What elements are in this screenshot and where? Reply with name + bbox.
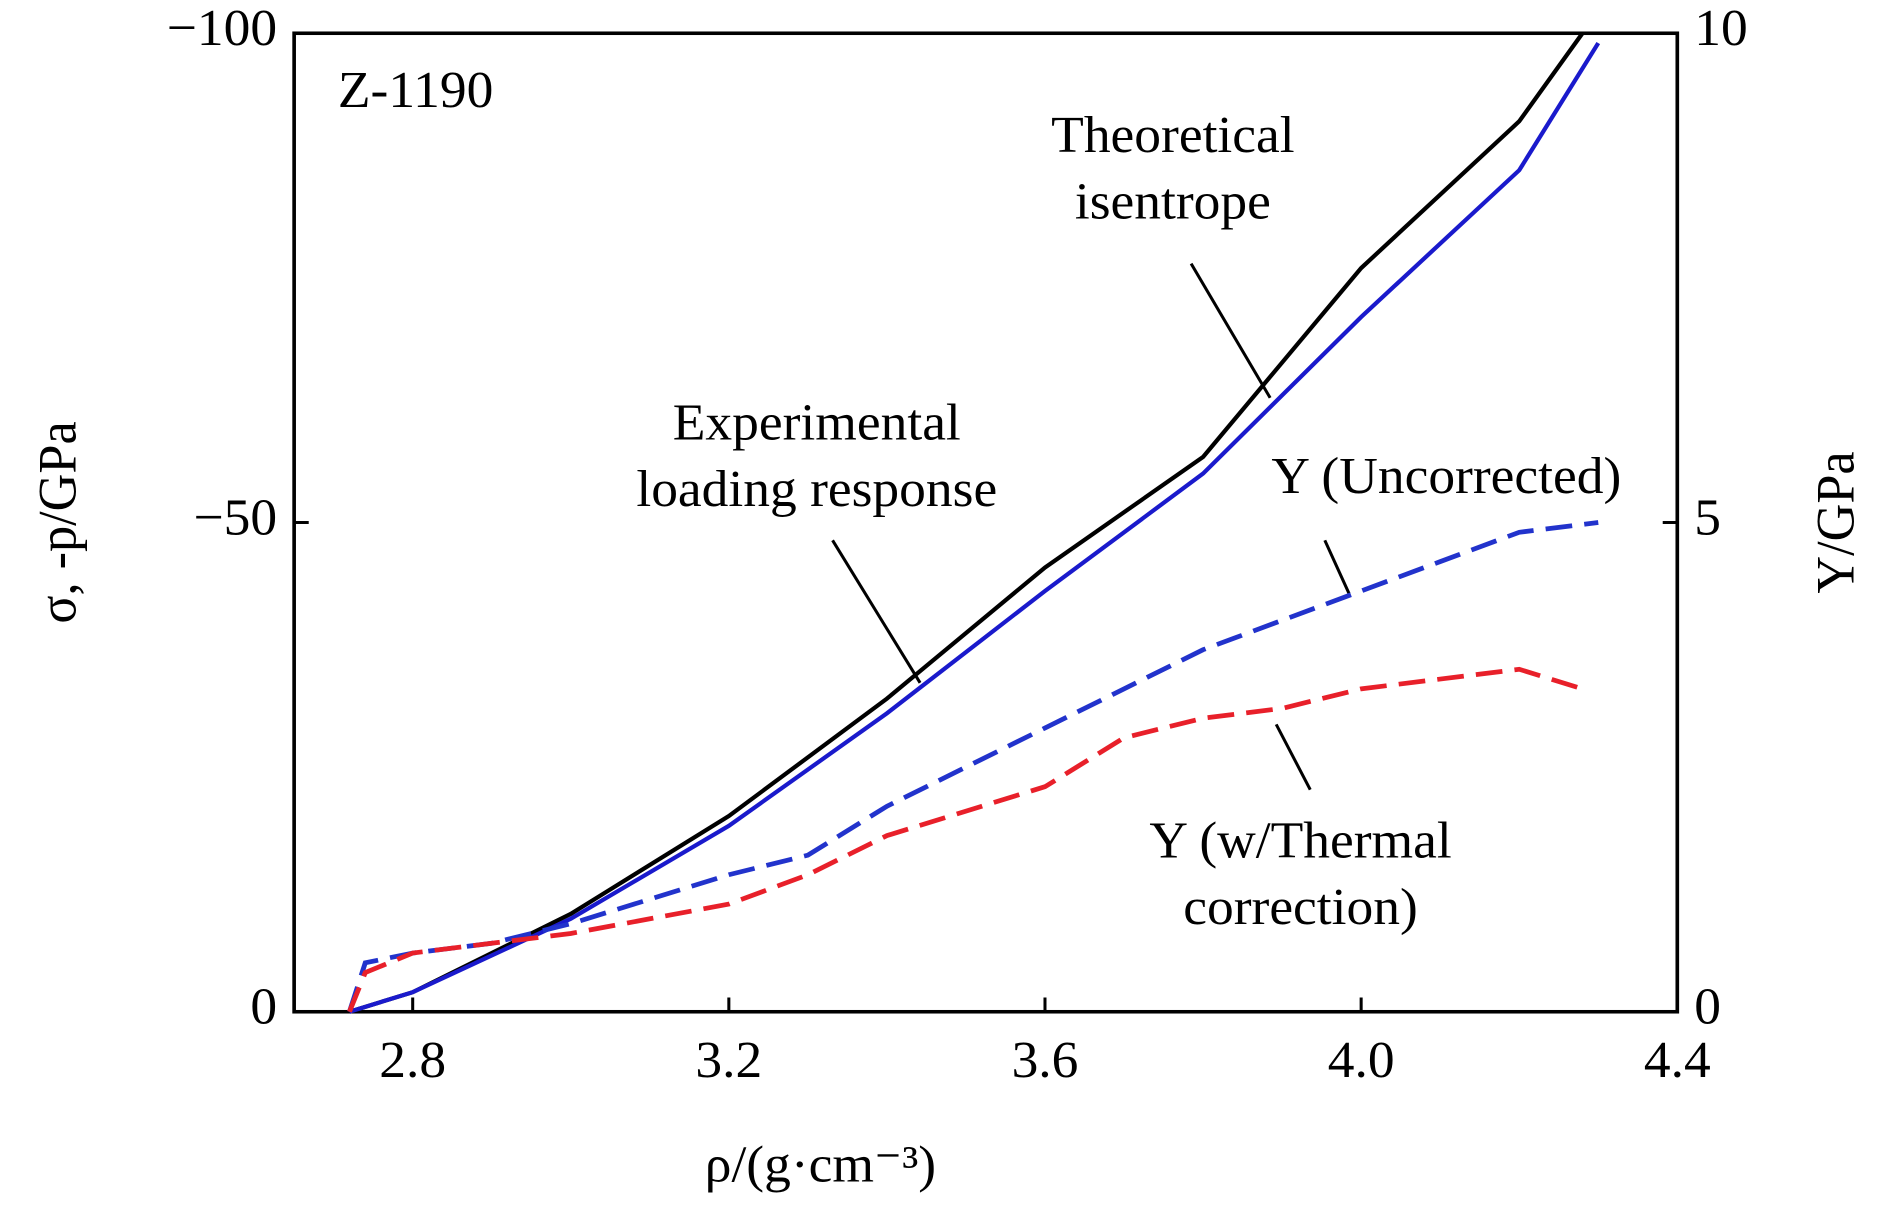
y-tick-label: −100 [167,0,277,57]
leader-line [1189,262,1272,399]
annotation: Y (Uncorrected) [1271,447,1621,504]
plot-frame [292,31,1680,1014]
y2-tick-label: 10 [1694,0,1747,57]
y-tick-label: 0 [250,978,277,1035]
x-tick-label: 3.6 [1012,1032,1079,1089]
series-line [348,32,1585,1014]
leader-line [1323,539,1351,595]
annotation: Y (w/Thermal [1149,812,1451,869]
y-tick-label: −50 [193,489,277,546]
leader-line [831,539,922,684]
annotation: Experimental [673,394,961,451]
annotation: loading response [636,461,997,518]
leader-line [1274,723,1312,791]
y2-tick-label: 0 [1694,978,1721,1035]
x-tick-label: 3.2 [695,1032,762,1089]
x-axis-label: ρ/(g·cm⁻³) [705,1136,936,1193]
x-tick-label: 4.0 [1328,1032,1395,1089]
annotation: Theoretical [1051,107,1294,164]
x-tick-label: 2.8 [379,1032,446,1089]
series-line [348,41,1601,1014]
series-line [347,666,1584,1013]
x-tick-label: 4.4 [1644,1032,1711,1089]
leader-lines [831,262,1351,791]
y-axis-label: σ, -p/GPa [29,421,88,623]
annotation: Z-1190 [338,62,493,119]
annotation: isentrope [1075,173,1271,230]
y2-axis-label: Y/GPa [1807,451,1866,593]
annotation: correction) [1183,879,1418,936]
y2-tick-label: 5 [1694,489,1721,546]
